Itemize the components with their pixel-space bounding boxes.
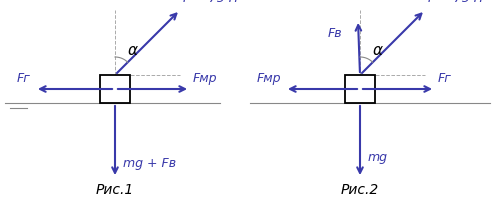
Text: mg + Fв: mg + Fв [123,156,176,170]
Text: Рис.2: Рис.2 [341,183,379,197]
Text: F = 75 H: F = 75 H [183,0,238,5]
Text: α: α [128,42,138,57]
Text: mg: mg [368,151,388,165]
Text: Fг: Fг [17,72,31,85]
Text: F = 75 H: F = 75 H [428,0,483,5]
Text: Рис.1: Рис.1 [96,183,134,197]
Text: Fг: Fг [438,72,452,85]
Text: Fв: Fв [328,26,342,40]
Bar [100,75,130,103]
Text: Fмр: Fмр [193,72,218,85]
Text: Fмр: Fмр [256,72,281,85]
Text: α: α [373,42,383,57]
Bar [345,75,375,103]
